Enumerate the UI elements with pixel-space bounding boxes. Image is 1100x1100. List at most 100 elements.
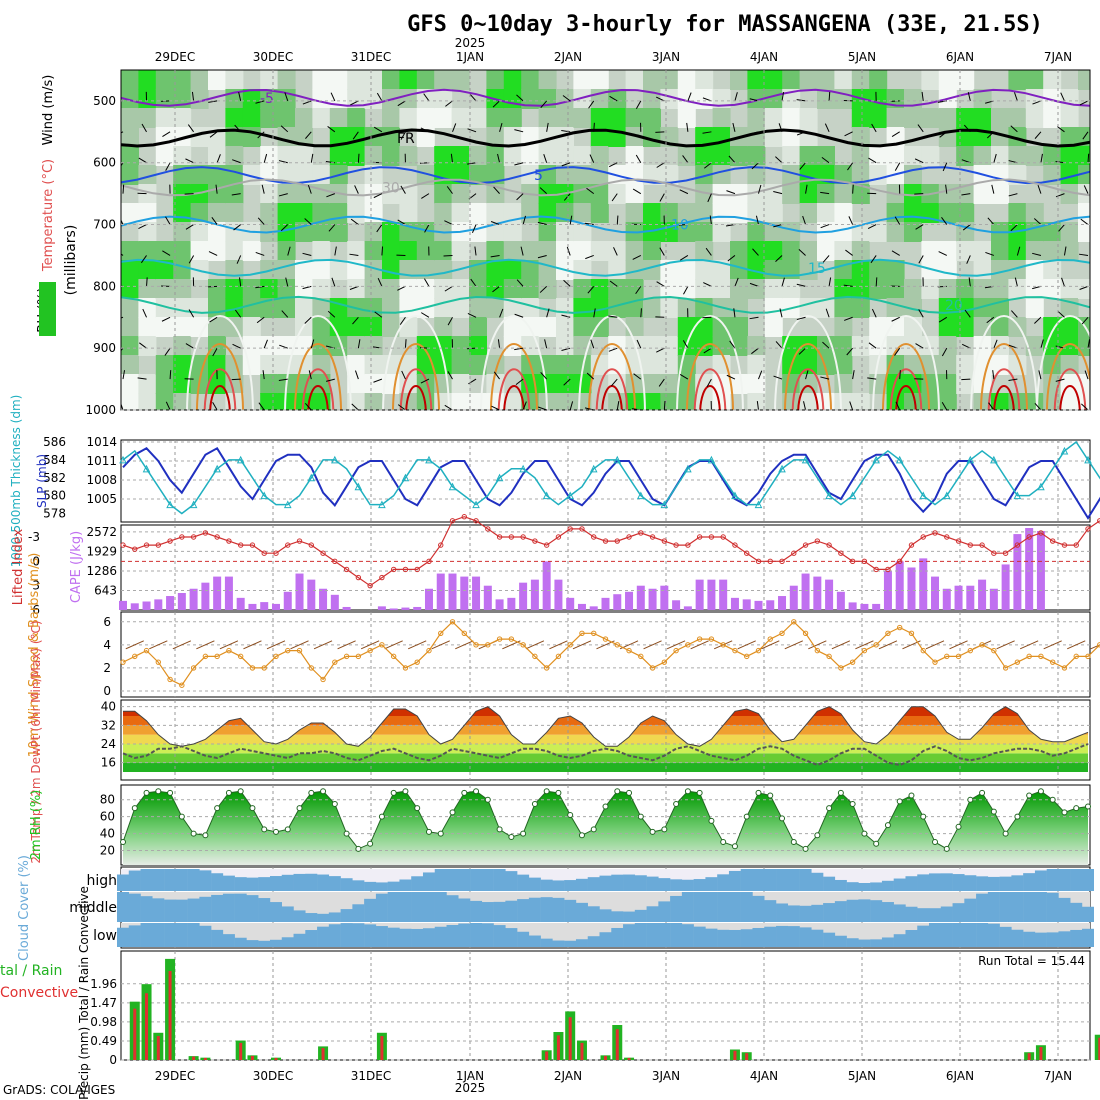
wind-barb bbox=[961, 343, 971, 349]
rh-cell bbox=[921, 279, 940, 299]
wind-speed-marker bbox=[1026, 653, 1032, 660]
convective-bar bbox=[156, 1036, 160, 1060]
rh-cell bbox=[695, 70, 714, 90]
rh-cell bbox=[625, 279, 644, 299]
rh-cell bbox=[660, 165, 679, 185]
li-tick: 3 bbox=[32, 579, 40, 593]
wind-barb bbox=[1011, 310, 1018, 318]
contour-line bbox=[121, 88, 1090, 107]
cloud-bar bbox=[564, 899, 577, 922]
rh-cell bbox=[521, 298, 540, 318]
rh-cell bbox=[782, 108, 801, 128]
rh-cell bbox=[904, 298, 922, 318]
contour-line bbox=[121, 178, 1090, 197]
rh-cell bbox=[451, 336, 470, 356]
rh-cell bbox=[660, 279, 679, 299]
rh-marker bbox=[202, 832, 209, 839]
rh-cell bbox=[173, 184, 192, 204]
rh-cell bbox=[329, 108, 348, 128]
rh-cell bbox=[817, 298, 835, 318]
li-marker bbox=[908, 542, 915, 548]
rh-marker bbox=[790, 839, 797, 846]
rh-cell bbox=[399, 70, 418, 90]
rh-cell bbox=[469, 279, 487, 299]
cape-bar bbox=[636, 585, 645, 610]
rh-cell bbox=[208, 317, 226, 337]
li-marker bbox=[897, 558, 903, 565]
cloud-bar bbox=[552, 897, 565, 922]
rh-cell bbox=[938, 108, 957, 128]
cloud-bar bbox=[505, 871, 518, 891]
li-marker bbox=[567, 526, 573, 532]
date-axis: 29DEC29DEC30DEC30DEC31DEC31DEC1JAN1JAN2J… bbox=[155, 50, 1072, 1083]
wind-barb bbox=[593, 308, 596, 318]
li-marker bbox=[744, 550, 750, 556]
rh-cell bbox=[277, 336, 296, 356]
rh-cell bbox=[208, 241, 226, 261]
wind-barb bbox=[758, 184, 762, 194]
slp-tick: 1011 bbox=[86, 454, 117, 468]
cloud-bar bbox=[870, 882, 883, 891]
cape-bar bbox=[872, 603, 881, 610]
temp-contour bbox=[587, 343, 637, 410]
rh-cell bbox=[434, 184, 453, 204]
wind-barb bbox=[522, 401, 527, 410]
rh-cell bbox=[643, 374, 661, 394]
rh-cell bbox=[434, 165, 453, 185]
rh-cell bbox=[451, 108, 470, 128]
thickness-marker bbox=[660, 500, 669, 509]
cloud-bar bbox=[940, 923, 953, 947]
cloud-bar bbox=[940, 906, 953, 922]
wind-barb bbox=[679, 189, 689, 195]
li-marker bbox=[438, 542, 444, 548]
cape-bar bbox=[248, 603, 257, 610]
wind-speed-marker bbox=[473, 642, 479, 648]
wind-barb bbox=[196, 640, 215, 650]
rh-cell bbox=[347, 203, 366, 223]
wind-barb bbox=[586, 372, 595, 380]
rh-cell bbox=[155, 298, 174, 318]
rh-cell bbox=[503, 317, 522, 337]
rh-cell bbox=[1060, 127, 1079, 147]
wind-barb bbox=[140, 255, 147, 264]
cloud-bar bbox=[964, 875, 977, 891]
rh-cell bbox=[260, 203, 279, 223]
rh-cell bbox=[1008, 127, 1027, 147]
rh-cell bbox=[503, 393, 522, 410]
rh-cell bbox=[730, 279, 748, 299]
rh-cell bbox=[1008, 279, 1027, 299]
cloud-bar bbox=[646, 923, 659, 947]
rh-marker bbox=[755, 789, 762, 796]
wind-speed-marker bbox=[791, 619, 797, 625]
wind-barb bbox=[726, 190, 736, 195]
wind-barb bbox=[891, 250, 900, 256]
wind-speed-marker bbox=[944, 653, 950, 660]
wind-barb bbox=[781, 91, 785, 101]
li-marker bbox=[226, 538, 232, 544]
rh-cell bbox=[921, 108, 940, 128]
contour-label: -5 bbox=[260, 91, 274, 107]
cloud-bar bbox=[575, 902, 588, 922]
wind-barb bbox=[690, 640, 709, 650]
wind-barb bbox=[447, 371, 453, 380]
li-axis-label: Lifted Index bbox=[11, 528, 26, 605]
rh-cell bbox=[521, 165, 540, 185]
rh-cell bbox=[451, 374, 470, 394]
cape-bar bbox=[1025, 528, 1034, 610]
rh-cell bbox=[677, 374, 696, 394]
cloud-bar bbox=[517, 931, 530, 947]
rh-cell bbox=[573, 70, 592, 90]
rh-marker bbox=[461, 789, 468, 796]
rh-cell bbox=[399, 108, 418, 128]
wind-barb bbox=[868, 342, 877, 349]
temp-contour bbox=[693, 368, 727, 410]
rh-cell bbox=[973, 355, 992, 375]
rh-cell bbox=[1008, 203, 1027, 223]
thickness-marker bbox=[825, 491, 833, 500]
rh-cell bbox=[869, 317, 888, 337]
cloud-bar bbox=[164, 899, 177, 922]
rh-cell bbox=[155, 241, 174, 261]
wind-barb bbox=[138, 157, 147, 164]
rh-cell bbox=[886, 298, 905, 318]
